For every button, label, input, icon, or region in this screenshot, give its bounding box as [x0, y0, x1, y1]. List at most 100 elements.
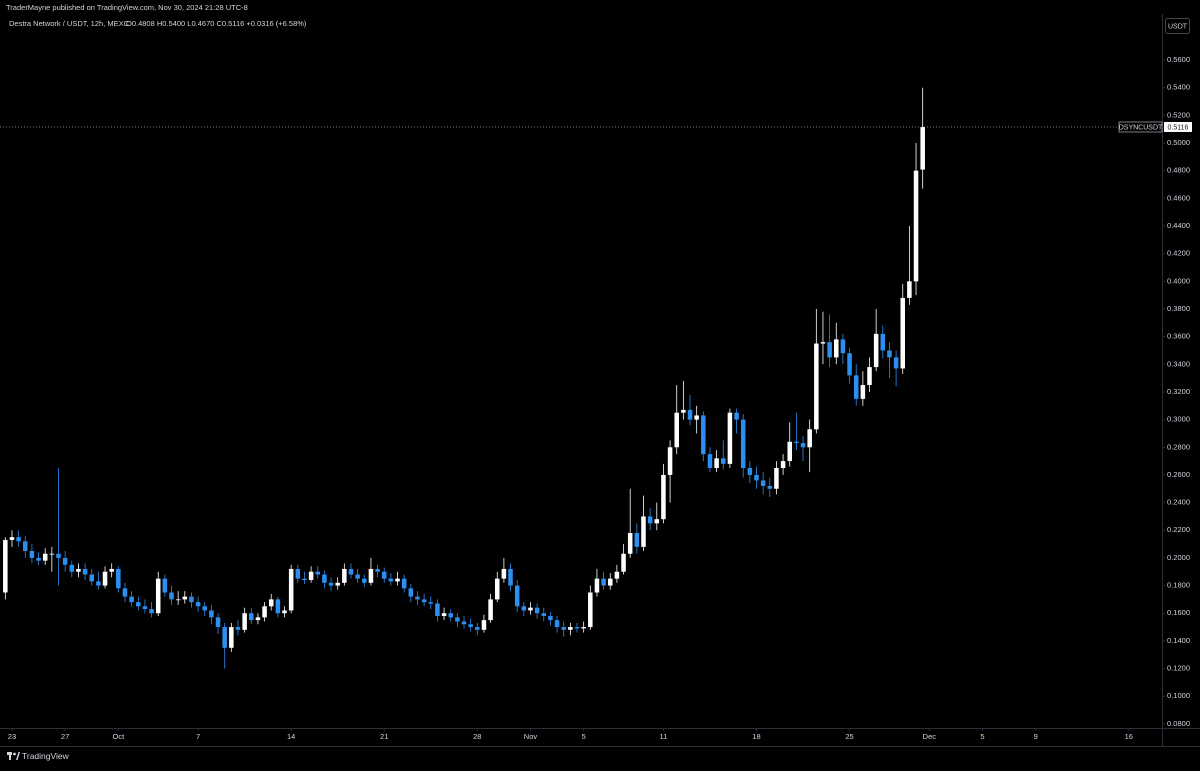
candle-body — [42, 553, 48, 561]
y-tick-label: 0.1000 — [1167, 691, 1190, 700]
candle-body — [229, 627, 234, 648]
candle-body — [315, 571, 321, 575]
x-tick-label: Nov — [524, 732, 538, 741]
candle-body — [375, 568, 380, 572]
candle-body — [76, 568, 81, 572]
y-tick-label: 0.3800 — [1167, 304, 1190, 313]
candle-body — [534, 607, 540, 614]
candle-body — [760, 480, 766, 486]
candle-body — [288, 568, 294, 611]
candle-body — [873, 333, 879, 368]
candle-body — [867, 367, 872, 386]
candle-body — [302, 578, 307, 581]
candle-body — [202, 606, 208, 611]
candle-body — [408, 588, 414, 597]
candle-body — [308, 571, 314, 581]
candle-body — [667, 447, 673, 475]
x-tick-label: 28 — [473, 732, 481, 741]
candle-body — [720, 458, 726, 464]
candle-body — [56, 553, 61, 558]
y-tick-label: 0.2200 — [1167, 525, 1190, 534]
candle-body — [887, 350, 892, 358]
candle-body — [182, 596, 188, 600]
candle-body — [514, 585, 520, 607]
candle-body — [235, 627, 241, 630]
candle-body — [661, 474, 666, 520]
candle-body — [501, 568, 507, 579]
y-tick-label: 0.1400 — [1167, 636, 1190, 645]
candle-body — [893, 357, 899, 369]
candle-body — [421, 599, 427, 603]
x-tick-label: 7 — [196, 732, 200, 741]
candle-body — [847, 353, 852, 376]
candle-body — [162, 578, 168, 593]
candle-body — [448, 613, 453, 618]
x-tick-label: 27 — [61, 732, 69, 741]
x-tick-label: Oct — [112, 732, 125, 741]
candle-body — [780, 461, 786, 469]
candle-body — [136, 602, 141, 607]
symbol-label: DSYNCUSDT — [1119, 124, 1163, 131]
candle-body — [335, 582, 340, 586]
currency-button-label[interactable]: USDT — [1168, 23, 1188, 30]
candle-body — [215, 617, 221, 628]
y-tick-label: 0.1600 — [1167, 608, 1190, 617]
candle-body — [428, 602, 434, 604]
y-tick-label: 0.3200 — [1167, 387, 1190, 396]
currency-button[interactable] — [1165, 18, 1190, 34]
candle-body — [727, 412, 733, 464]
candle-body — [142, 606, 148, 610]
candle-body — [441, 613, 447, 616]
candle-body — [62, 557, 68, 565]
candle-body — [767, 485, 773, 489]
candle-body — [475, 627, 480, 630]
candle-body — [282, 610, 287, 614]
y-tick-label: 0.4800 — [1167, 166, 1190, 175]
candle-body — [468, 624, 473, 628]
candle-body — [601, 578, 606, 586]
candle-body — [508, 568, 513, 586]
candle-body — [574, 627, 580, 629]
candle-body — [348, 568, 354, 575]
x-tick-label: 11 — [660, 732, 668, 741]
candle-body — [807, 429, 812, 448]
y-tick-label: 0.4600 — [1167, 193, 1190, 202]
candle-body — [701, 415, 706, 455]
candle-body — [740, 419, 746, 469]
candle-body — [255, 617, 261, 621]
x-tick-label: 5 — [980, 732, 984, 741]
candle-body — [714, 458, 719, 469]
candle-body — [195, 602, 201, 607]
candle-body — [627, 533, 633, 554]
candle-body — [654, 519, 660, 524]
candle-body — [295, 568, 301, 579]
candle-body — [561, 627, 566, 630]
candle-body — [9, 537, 15, 540]
symbol-label-box — [1118, 121, 1163, 133]
candle-body — [189, 596, 194, 603]
x-tick-label: 23 — [8, 732, 16, 741]
footer-brand: TradingView — [22, 751, 70, 761]
y-tick-label: 0.4400 — [1167, 221, 1190, 230]
candle-body — [920, 126, 925, 170]
candle-body — [381, 571, 387, 579]
y-tick-label: 0.2600 — [1167, 470, 1190, 479]
candle-body — [455, 617, 460, 622]
y-tick-label: 0.5200 — [1167, 110, 1190, 119]
y-tick-label: 0.4200 — [1167, 249, 1190, 258]
candle-body — [588, 592, 593, 628]
candle-body — [16, 537, 21, 542]
candle-body — [687, 409, 693, 420]
candle-body — [481, 620, 487, 630]
candle-body — [794, 441, 799, 444]
candle-body — [747, 468, 753, 475]
candle-body — [129, 596, 134, 603]
symbol-line: Destra Network / USDT, 12h, MEXC — [9, 19, 130, 28]
candle-body — [827, 342, 832, 358]
candle-body — [541, 613, 547, 616]
y-tick-label: 0.1200 — [1167, 664, 1190, 673]
candle-body — [568, 627, 573, 630]
candle-body — [249, 613, 254, 621]
candle-body — [674, 412, 679, 448]
